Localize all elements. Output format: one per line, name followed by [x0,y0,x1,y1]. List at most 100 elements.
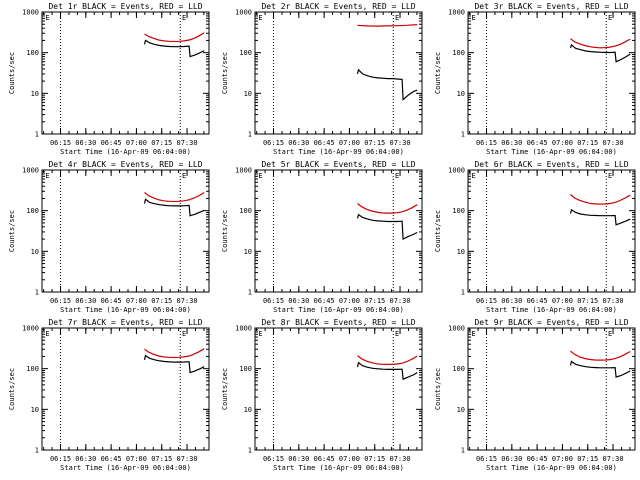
x-tick-label: 06:30 [75,455,96,463]
plot-frame [467,169,636,293]
panel-title: Det 9r BLACK = Events, RED = LLD [474,318,628,327]
x-tick-label: 06:15 [476,455,497,463]
panel-title: Det 3r BLACK = Events, RED = LLD [474,2,628,11]
panel-title: Det 8r BLACK = Events, RED = LLD [261,318,415,327]
y-tick-label: 10 [31,248,39,256]
x-tick-label: 06:15 [50,455,71,463]
series-line-lld [357,203,418,214]
marker-label: E [45,330,49,338]
panel-det-5: Det 5r BLACK = Events, RED = LLD E E 1 10 100… [221,160,423,314]
y-tick-label: 10 [244,248,252,256]
series-line-lld [570,38,631,49]
panel-title: Det 7r BLACK = Events, RED = LLD [48,318,202,327]
x-tick-label: 07:00 [126,297,147,305]
y-tick-label: 1 [461,447,465,455]
x-tick-label: 07:00 [339,139,360,147]
marker-label: E [471,330,475,338]
y-tick-label: 100 [239,207,252,215]
panel-title: Det 5r BLACK = Events, RED = LLD [261,160,415,169]
x-tick-label: 07:30 [389,297,410,305]
marker-label: E [395,14,399,22]
marker-label: E [608,172,612,180]
panel-det-2: Det 2r BLACK = Events, RED = LLD E E 1 10 100… [221,2,423,156]
x-tick-label: 07:00 [552,139,573,147]
y-tick-label: 1 [35,447,39,455]
plot-frame [41,327,210,451]
y-axis-label: Counts/sec [221,210,229,252]
panel-det-6: Det 6r BLACK = Events, RED = LLD E E 1 10 100… [434,160,636,314]
y-axis-label: Counts/sec [434,210,442,252]
marker-label: E [45,14,49,22]
y-tick-label: 1000 [235,9,252,17]
y-axis-label: Counts/sec [434,52,442,94]
series-line-events [569,208,631,226]
x-tick-label: 06:30 [75,139,96,147]
x-tick-label: 06:30 [501,139,522,147]
x-tick-label: 07:15 [577,455,598,463]
x-tick-label: 06:30 [288,139,309,147]
x-tick-label: 06:45 [527,139,548,147]
x-tick-label: 07:30 [602,139,623,147]
x-tick-label: 06:30 [288,455,309,463]
x-axis-label: Start Time (16-Apr-09 06:04:00) [60,306,191,314]
x-tick-label: 07:00 [339,297,360,305]
y-tick-label: 10 [244,406,252,414]
y-tick-label: 1000 [22,9,39,17]
y-axis-label: Counts/sec [221,368,229,410]
x-tick-label: 07:30 [389,455,410,463]
series-line-lld [144,191,205,203]
x-tick-label: 07:30 [602,297,623,305]
y-tick-label: 100 [452,49,465,57]
x-axis-label: Start Time (16-Apr-09 06:04:00) [273,464,404,472]
y-tick-label: 10 [457,90,465,98]
x-axis-label: Start Time (16-Apr-09 06:04:00) [486,148,617,156]
panel-title: Det 2r BLACK = Events, RED = LLD [261,2,415,11]
x-tick-label: 07:15 [364,455,385,463]
x-tick-label: 06:15 [50,139,71,147]
y-tick-label: 1000 [235,167,252,175]
series-line-events [143,198,205,217]
y-tick-label: 100 [26,365,39,373]
y-tick-label: 1000 [448,325,465,333]
marker-label: E [182,14,186,22]
x-tick-label: 06:15 [50,297,71,305]
marker-label: E [182,172,186,180]
series-line-events [143,39,205,58]
series-line-events [356,68,418,101]
plot-frame [41,11,210,135]
x-tick-label: 07:00 [552,455,573,463]
x-axis-label: Start Time (16-Apr-09 06:04:00) [486,464,617,472]
y-tick-label: 10 [457,248,465,256]
y-tick-label: 100 [239,365,252,373]
y-tick-label: 100 [452,365,465,373]
series-line-events [356,213,418,241]
x-tick-label: 06:30 [75,297,96,305]
marker-label: E [395,330,399,338]
y-axis-label: Counts/sec [8,52,16,94]
marker-label: E [608,330,612,338]
x-tick-label: 07:30 [602,455,623,463]
y-axis-label: Counts/sec [221,52,229,94]
panel-title: Det 4r BLACK = Events, RED = LLD [48,160,202,169]
y-tick-label: 10 [31,406,39,414]
x-tick-label: 07:00 [126,139,147,147]
x-tick-label: 07:15 [151,455,172,463]
x-tick-label: 06:45 [101,455,122,463]
marker-label: E [45,172,49,180]
x-tick-label: 06:45 [314,455,335,463]
y-tick-label: 1000 [448,9,465,17]
series-line-lld [570,350,631,361]
x-tick-label: 07:30 [176,455,197,463]
panel-title: Det 6r BLACK = Events, RED = LLD [474,160,628,169]
x-tick-label: 07:00 [552,297,573,305]
y-axis-label: Counts/sec [434,368,442,410]
y-tick-label: 1 [248,447,252,455]
x-tick-label: 06:30 [501,297,522,305]
x-tick-label: 06:45 [314,297,335,305]
marker-label: E [471,172,475,180]
series-line-events [143,354,205,374]
x-tick-label: 06:15 [263,297,284,305]
marker-label: E [608,14,612,22]
x-tick-label: 07:00 [339,455,360,463]
x-tick-label: 07:30 [176,139,197,147]
